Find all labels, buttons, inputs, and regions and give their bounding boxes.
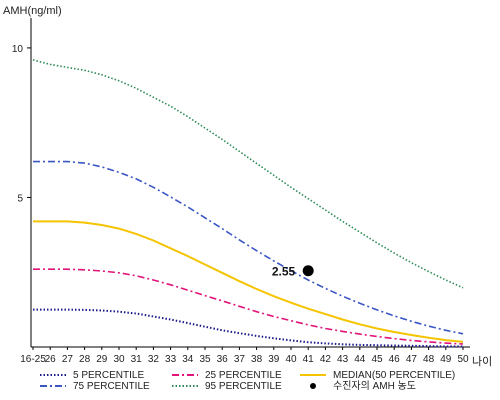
x-tick-label: 42: [320, 354, 332, 365]
x-tick-label: 43: [337, 354, 349, 365]
x-tick-label: 31: [131, 354, 143, 365]
legend-label: 수진자의 AMH 농도: [333, 380, 416, 392]
x-tick-label: 27: [62, 354, 74, 365]
series-layer: [32, 59, 464, 348]
series-line-median-50-percentile: [33, 220, 464, 343]
series-line-25-percentile: [33, 268, 464, 345]
legend-label: 95 PERCENTILE: [205, 381, 282, 392]
x-tick-label: 48: [423, 354, 435, 365]
y-tick-label: 5: [17, 193, 23, 204]
y-ticks: 5 10: [12, 44, 31, 204]
x-tick-label: 49: [440, 354, 452, 365]
series-line-75-percentile: [33, 160, 464, 335]
series-line-95-percentile: [32, 59, 464, 289]
axes: [30, 18, 470, 348]
x-tick-label: 47: [406, 354, 418, 365]
x-tick-label: 50: [457, 354, 469, 365]
legend-marker-patient: [310, 383, 316, 389]
patient-point-layer: 2.55: [272, 265, 314, 279]
x-tick-label: 44: [354, 354, 366, 365]
x-tick-label: 38: [251, 354, 263, 365]
x-tick-label: 28: [79, 354, 91, 365]
patient-amh-point: [302, 265, 314, 277]
x-tick-label: 41: [303, 354, 315, 365]
legend-label: 5 PERCENTILE: [73, 370, 144, 381]
x-tick-label: 26: [45, 354, 57, 365]
x-tick-label: 34: [182, 354, 194, 365]
x-tick-label: 46: [389, 354, 401, 365]
x-tick-label: 33: [165, 354, 177, 365]
legend: 5 PERCENTILE 25 PERCENTILE MEDIAN(50 PERCE…: [40, 370, 455, 392]
x-tick-label: 29: [96, 354, 108, 365]
legend-label: MEDIAN(50 PERCENTILE): [333, 370, 455, 381]
x-tick-label: 30: [113, 354, 125, 365]
x-tick-label: 32: [148, 354, 160, 365]
x-tick-label: 40: [285, 354, 297, 365]
x-tick-label: 16-25: [20, 354, 46, 365]
legend-label: 25 PERCENTILE: [205, 370, 282, 381]
x-axis-title: 나이: [472, 355, 492, 368]
y-tick-label: 10: [12, 44, 24, 55]
legend-label: 75 PERCENTILE: [73, 381, 150, 392]
y-axis-title: AMH(ng/ml): [3, 5, 62, 17]
patient-amh-label: 2.55: [272, 265, 296, 279]
x-tick-label: 39: [268, 354, 280, 365]
x-tick-label: 35: [199, 354, 211, 365]
x-tick-label: 36: [217, 354, 229, 365]
x-tick-label: 45: [371, 354, 383, 365]
series-line-5-percentile: [33, 308, 463, 348]
x-tick-label: 37: [234, 354, 246, 365]
